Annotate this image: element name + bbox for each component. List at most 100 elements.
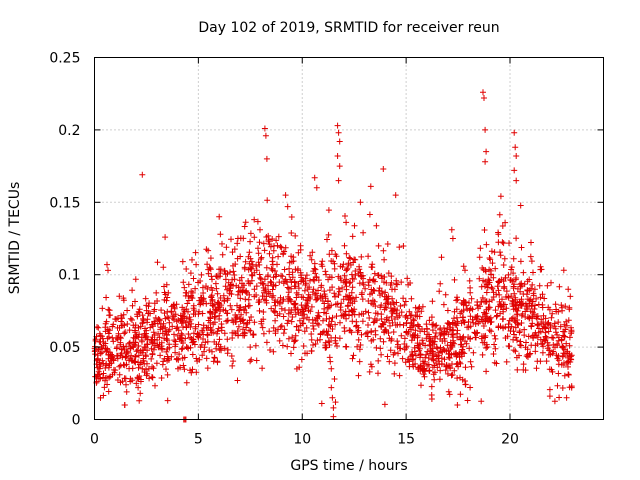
data-point — [106, 312, 113, 319]
data-point — [158, 307, 165, 314]
data-point — [421, 367, 428, 374]
data-point — [529, 298, 536, 305]
data-point — [533, 295, 540, 302]
data-point — [312, 317, 319, 324]
data-point — [488, 318, 495, 325]
data-point — [495, 278, 502, 285]
data-point — [350, 352, 357, 359]
data-point — [187, 334, 194, 341]
data-point — [341, 328, 348, 335]
data-point — [247, 358, 254, 365]
data-point — [270, 348, 277, 355]
data-point — [219, 240, 225, 247]
data-point — [132, 353, 139, 360]
data-point — [219, 251, 226, 258]
data-point — [505, 271, 512, 278]
data-point — [308, 331, 315, 337]
data-point — [159, 346, 166, 353]
data-point — [553, 352, 560, 359]
data-point — [132, 276, 139, 283]
data-point — [319, 258, 326, 265]
data-point — [379, 275, 385, 282]
data-point — [420, 358, 426, 365]
data-point — [171, 304, 178, 311]
data-point — [378, 351, 385, 358]
data-point — [118, 318, 125, 325]
data-point — [355, 372, 362, 379]
data-point — [325, 298, 331, 305]
data-point — [273, 237, 280, 244]
data-point — [554, 382, 561, 389]
data-point — [530, 335, 537, 341]
data-point — [465, 324, 472, 331]
data-point — [250, 331, 257, 338]
data-point — [252, 342, 259, 349]
data-point — [292, 304, 299, 311]
data-point — [105, 267, 111, 274]
data-point — [258, 318, 265, 325]
data-point — [129, 377, 136, 384]
data-point — [296, 317, 303, 324]
data-point — [490, 294, 497, 300]
data-point — [343, 219, 350, 226]
data-point — [139, 365, 146, 372]
data-point — [536, 325, 542, 332]
data-point — [549, 334, 555, 341]
data-point — [169, 323, 176, 330]
data-point — [446, 391, 453, 398]
data-point — [135, 352, 142, 359]
data-point — [366, 276, 373, 283]
axis-ticks: 0 5 10 15 20 0 0.05 0.1 0.15 0.2 0.25 — [49, 51, 604, 448]
data-point — [398, 279, 405, 286]
data-point — [122, 354, 129, 361]
data-point — [334, 343, 340, 349]
data-point — [220, 306, 227, 313]
data-point — [251, 319, 258, 326]
data-point — [517, 281, 523, 288]
data-point — [186, 318, 193, 325]
data-point — [425, 355, 432, 361]
data-point — [198, 271, 205, 278]
data-point — [555, 370, 562, 377]
data-point — [245, 253, 252, 260]
data-point — [276, 299, 283, 306]
data-point — [492, 265, 499, 272]
data-point — [126, 327, 133, 334]
data-point — [428, 383, 435, 390]
data-point — [533, 365, 540, 372]
data-point — [322, 344, 329, 351]
data-point — [271, 309, 278, 316]
data-point — [336, 138, 343, 145]
data-point — [481, 339, 488, 346]
data-point — [279, 342, 286, 349]
data-point — [292, 332, 299, 339]
data-point — [165, 315, 172, 322]
data-point — [117, 362, 124, 369]
data-point — [466, 307, 473, 314]
data-point — [498, 303, 505, 310]
data-point — [211, 301, 218, 308]
data-point — [190, 305, 197, 312]
data-point — [114, 344, 120, 351]
data-point — [322, 268, 329, 275]
data-point — [330, 413, 337, 420]
data-point — [510, 255, 517, 262]
data-point — [448, 226, 455, 233]
data-point — [404, 275, 411, 282]
data-point — [376, 285, 383, 292]
data-point — [460, 301, 467, 308]
data-point — [188, 294, 195, 300]
data-point — [477, 245, 484, 252]
data-point — [193, 355, 200, 362]
data-point — [489, 285, 496, 292]
data-point — [228, 236, 234, 243]
data-point — [299, 277, 306, 284]
data-point — [172, 349, 179, 356]
data-point — [549, 350, 556, 357]
data-point — [405, 328, 412, 335]
data-point — [228, 306, 235, 313]
data-point — [437, 367, 444, 374]
data-point — [204, 338, 211, 345]
data-point — [431, 338, 438, 345]
data-point — [396, 321, 403, 328]
